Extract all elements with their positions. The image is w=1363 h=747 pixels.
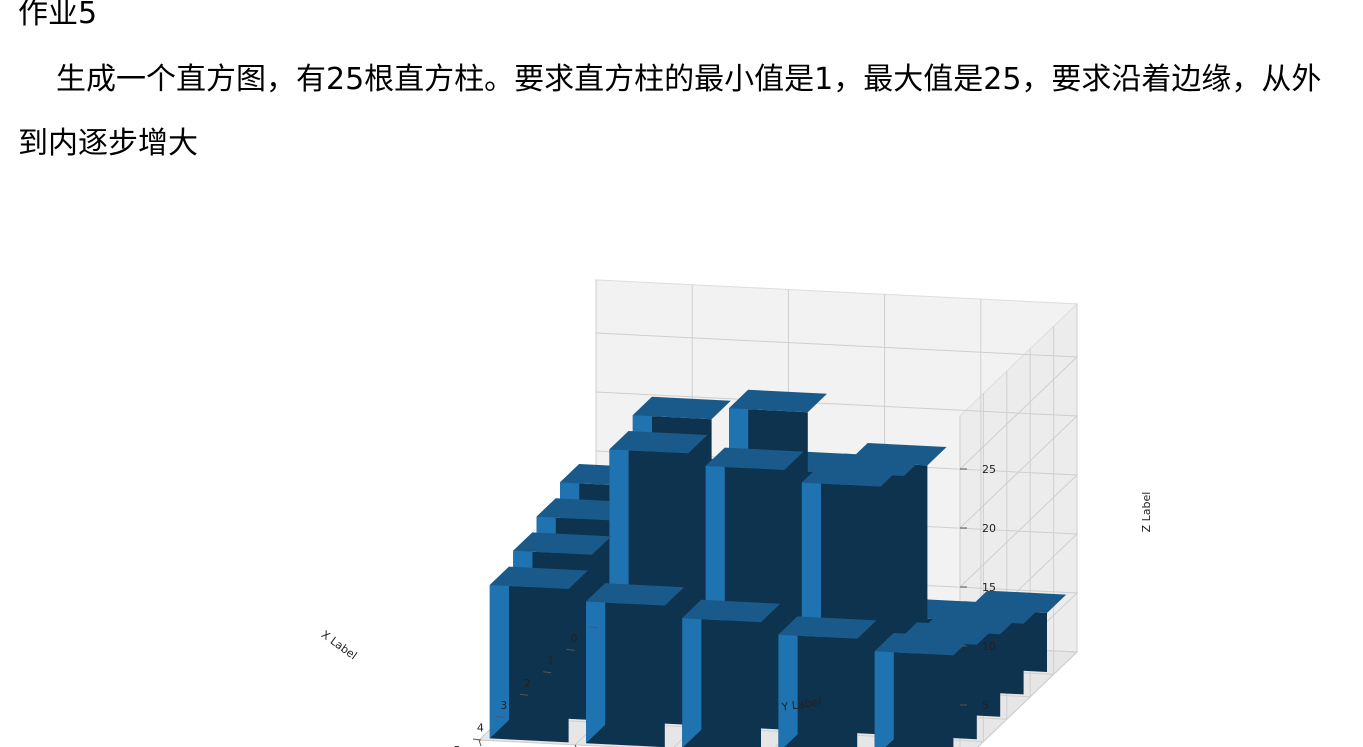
bar (586, 583, 684, 747)
x-tick-label: 2 (524, 677, 531, 690)
bar (778, 616, 877, 747)
bar (874, 633, 973, 747)
x-tick-label: 3 (500, 699, 507, 712)
y-tick (478, 739, 482, 747)
bar-side-face (682, 599, 702, 747)
grid-line (478, 739, 630, 747)
y-tick (574, 744, 577, 747)
x-tick (543, 671, 552, 674)
bar-top-face (874, 633, 973, 656)
x-tick (589, 626, 599, 629)
bars (489, 389, 1067, 747)
bar-top-face (632, 396, 731, 420)
bar-top-face (513, 532, 612, 555)
bar-side-face (778, 616, 798, 747)
x-tick (496, 716, 505, 719)
bar-top-face (489, 566, 588, 589)
x-tick-label: 0 (571, 632, 578, 645)
bar-top-face (801, 464, 900, 487)
bar-top-face (778, 616, 877, 639)
x-tick (472, 738, 482, 741)
bar-top-face (682, 599, 781, 623)
z-axis-label: Z Label (1140, 492, 1153, 533)
bar-side-face (874, 633, 894, 747)
bar-front-face (682, 618, 761, 747)
z-tick-label: 15 (982, 581, 996, 594)
bar-side-face (586, 583, 606, 744)
bar-front-face (778, 634, 858, 747)
bar-top-face (705, 447, 804, 470)
x-tick-label: 4 (477, 722, 484, 735)
assignment-description: 生成一个直方图，有25根直方柱。要求直方柱的最小值是1，最大值是25，要求沿着边… (18, 62, 1322, 161)
x-tick-label: 1 (547, 654, 554, 667)
z-tick-label: 10 (982, 640, 996, 653)
bar-side-face (489, 566, 509, 739)
bar-front-face (489, 585, 569, 743)
document-title: 作业5 (18, 0, 98, 31)
z-tick-label: 5 (982, 699, 989, 712)
y-axis-label: Y Label (780, 695, 822, 714)
bar-top-face (586, 583, 684, 606)
bar (489, 566, 588, 743)
bar-top-face (729, 389, 827, 413)
bar (682, 599, 781, 747)
grid-line (595, 332, 1079, 470)
bar-top-face (609, 431, 708, 454)
x-tick-label: 5 (454, 744, 461, 747)
x-tick (519, 693, 528, 696)
bar-front-face (874, 651, 954, 747)
x-tick (566, 648, 575, 651)
x-axis-label: X Label (319, 628, 360, 662)
tick-labels: 0123450123450510152025 (454, 463, 996, 747)
z-tick-label: 20 (982, 522, 996, 535)
z-tick-label: 25 (982, 463, 996, 476)
bar-front-face (586, 601, 665, 747)
